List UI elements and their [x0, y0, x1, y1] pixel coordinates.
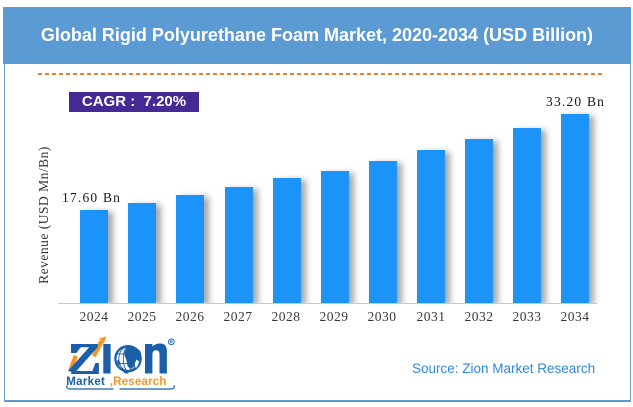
svg-text:Market: Market	[66, 376, 105, 388]
svg-text:R: R	[170, 340, 174, 345]
svg-text:,Research: ,Research	[110, 376, 167, 388]
